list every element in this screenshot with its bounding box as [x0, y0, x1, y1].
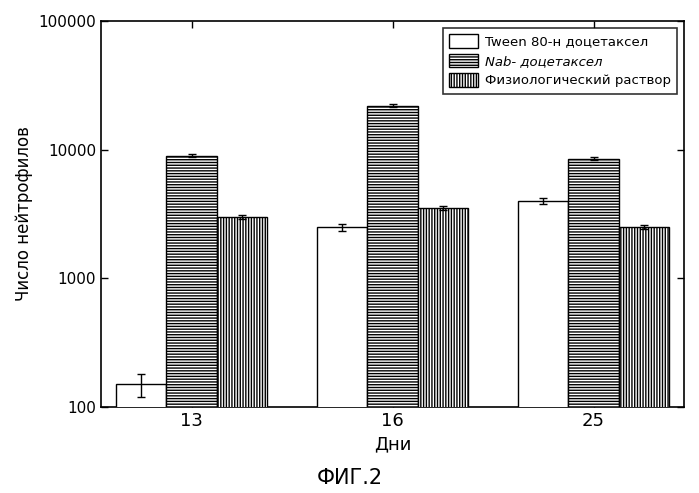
Y-axis label: Число нейтрофилов: Число нейтрофилов — [15, 127, 33, 301]
Bar — [518, 201, 568, 493]
Bar — [116, 384, 166, 493]
Bar — [568, 159, 619, 493]
Bar — [619, 227, 669, 493]
Bar — [217, 217, 267, 493]
Bar — [418, 209, 468, 493]
X-axis label: Дни: Дни — [374, 435, 411, 454]
Legend: Tween 80-н доцетаксел, Nab- доцетаксел, Физиологический раствор: Tween 80-н доцетаксел, Nab- доцетаксел, … — [442, 28, 677, 94]
Bar — [166, 155, 217, 493]
Bar — [368, 106, 418, 493]
Text: ФИГ.2: ФИГ.2 — [317, 468, 382, 488]
Bar — [317, 227, 368, 493]
